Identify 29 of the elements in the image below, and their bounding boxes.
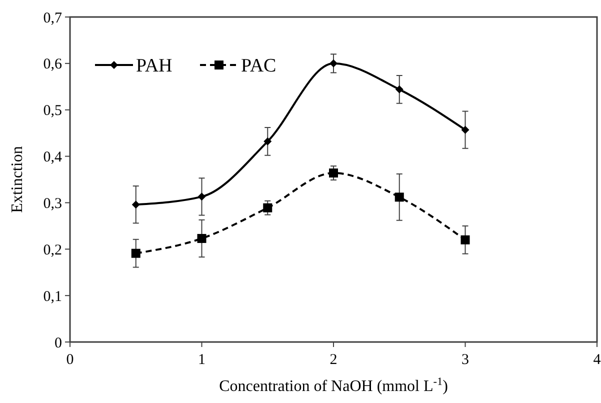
y-tick-label: 0,2 [43, 242, 62, 258]
point [131, 248, 140, 258]
point [330, 59, 338, 68]
x-tick-label: 2 [330, 352, 338, 368]
point [329, 168, 338, 178]
y-tick-label: 0 [54, 335, 62, 352]
y-tick-label: 0,3 [43, 196, 62, 212]
point [197, 234, 206, 243]
x-tick-label: 1 [198, 352, 206, 368]
x-tick-label: 4 [593, 352, 601, 368]
point [198, 192, 206, 201]
legend-label: PAH [136, 56, 173, 77]
point [395, 85, 404, 94]
point [461, 126, 470, 134]
point [264, 137, 272, 146]
x-tick-label: 3 [462, 352, 469, 368]
y-tick-label: 0,6 [43, 56, 62, 73]
y-axis-title: Extinction [9, 146, 26, 213]
y-tick-label: 0,1 [43, 288, 62, 305]
point [132, 200, 140, 209]
point [460, 235, 470, 244]
x-tick-label: 0 [66, 352, 74, 368]
point [394, 192, 404, 202]
y-tick-label: 0,4 [43, 150, 62, 166]
point [263, 203, 272, 212]
x-axis-title: Concentration of NaOH (mmol L$^{-1}$) [219, 376, 448, 395]
y-tick-label: 0,5 [43, 103, 62, 120]
y-tick-label: 0,7 [43, 10, 62, 26]
legend-label: PAC [241, 56, 276, 77]
